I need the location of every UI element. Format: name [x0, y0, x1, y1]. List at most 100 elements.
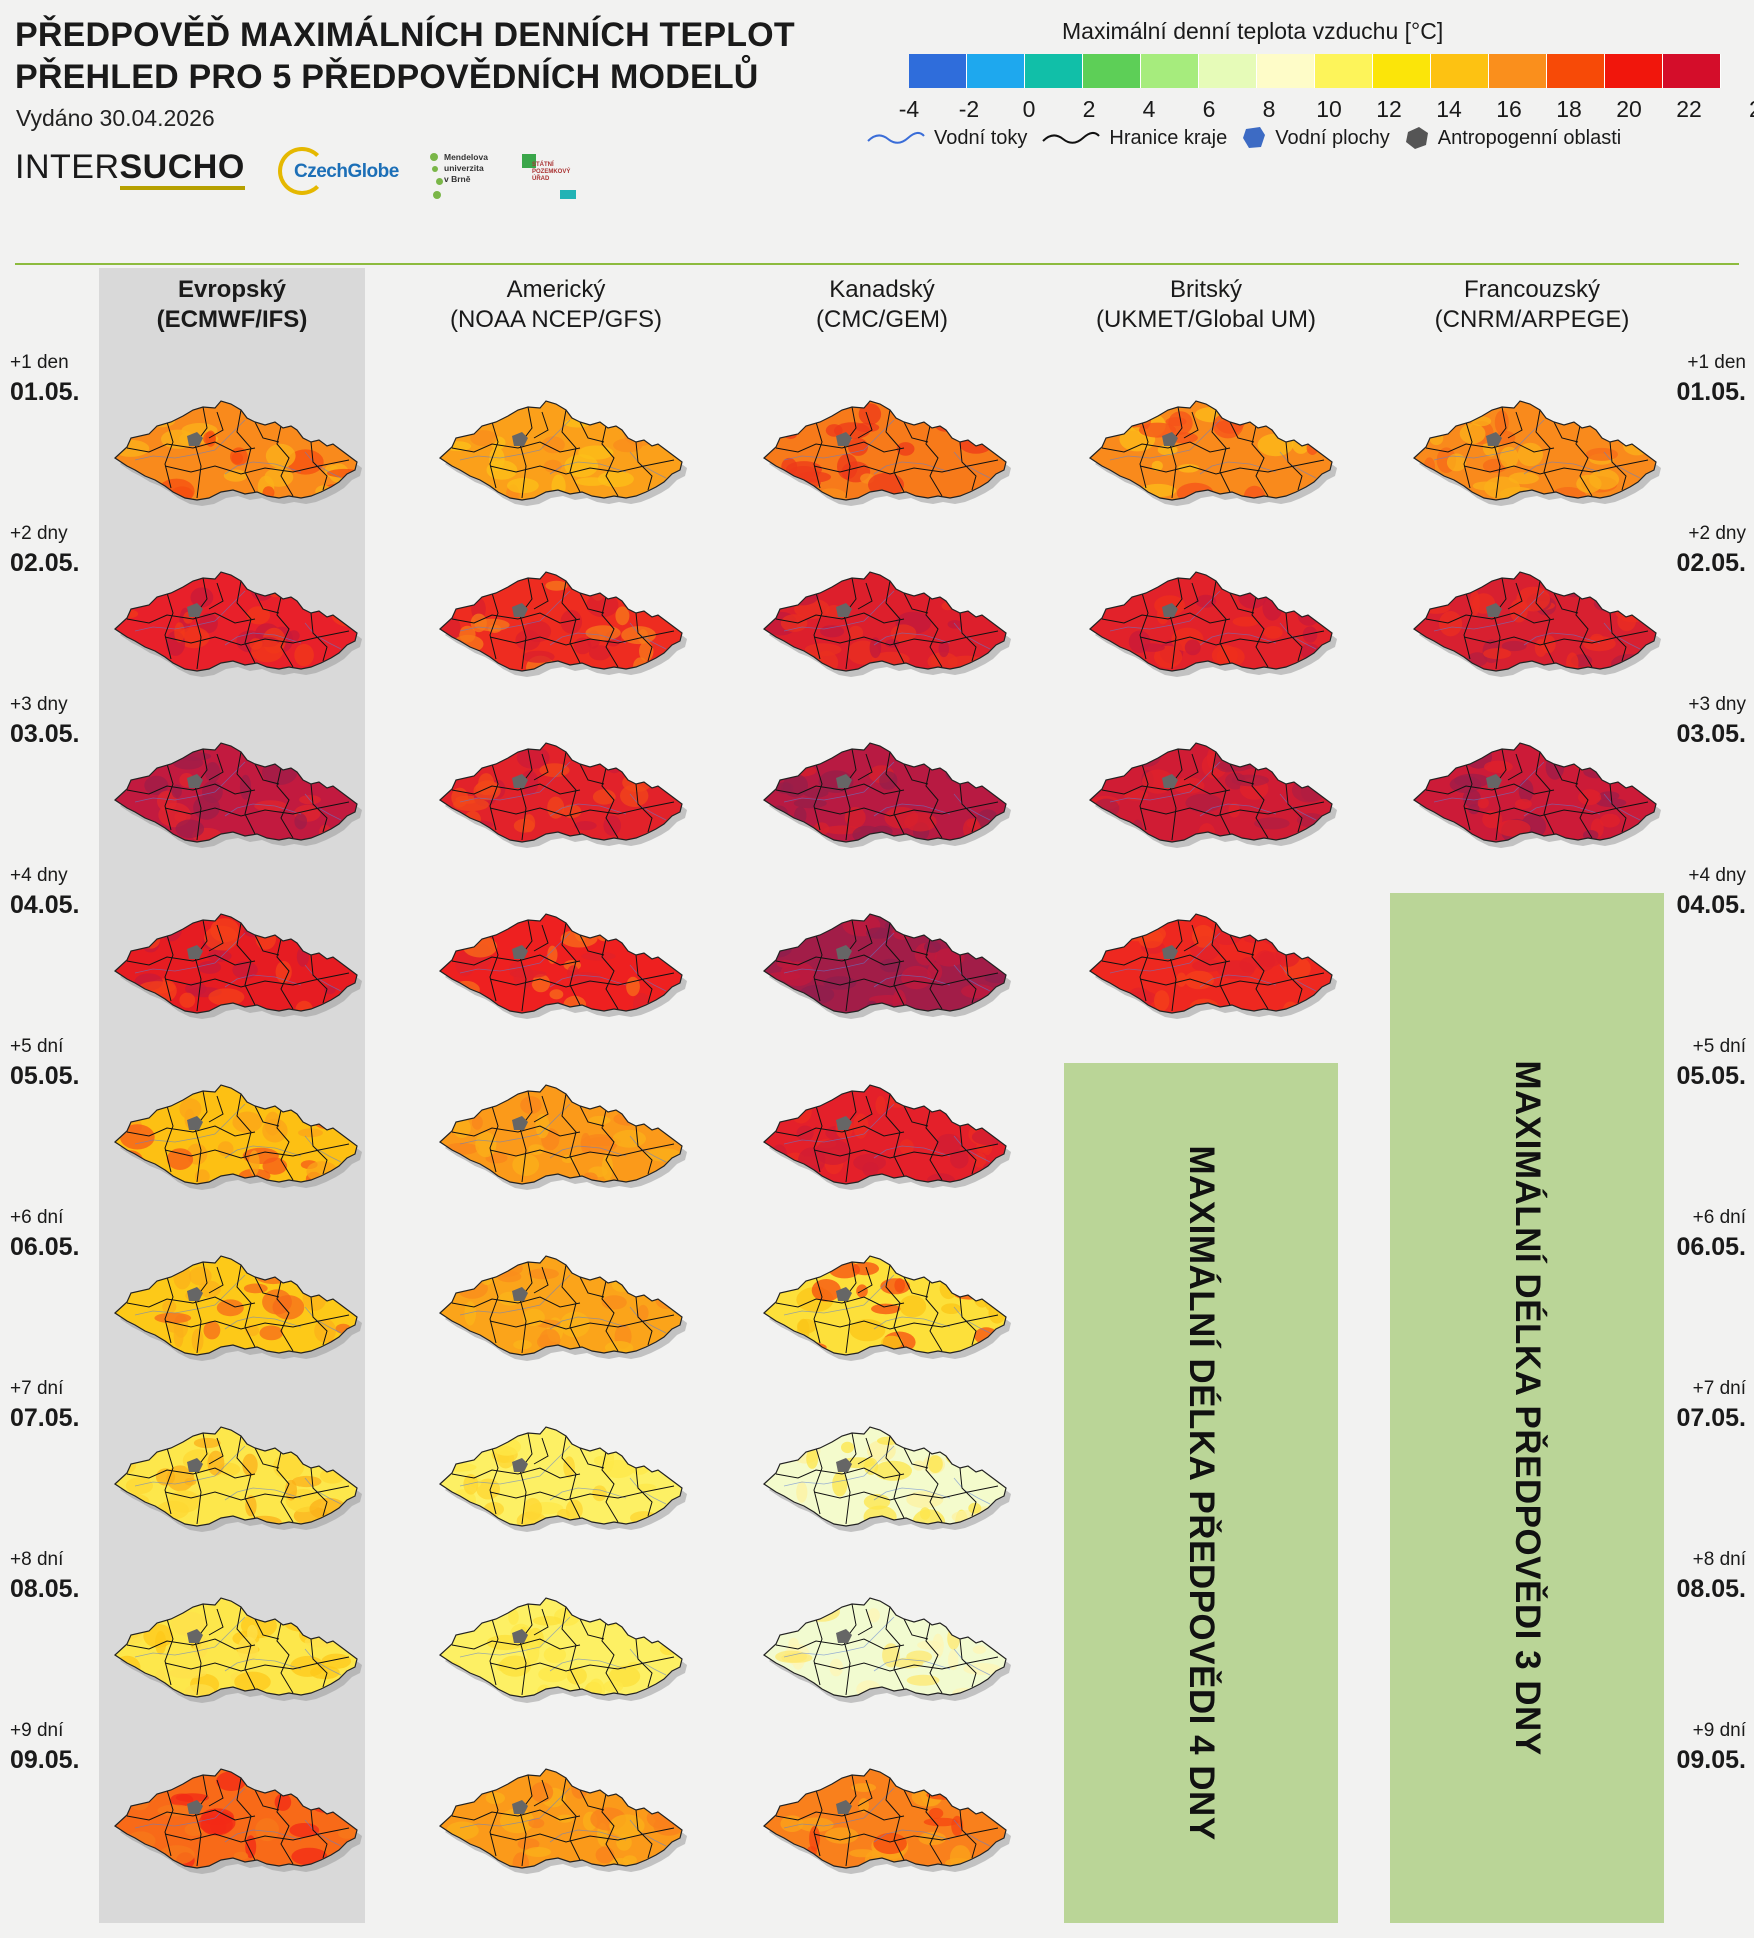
czechglobe-logo: CzechGlobe [278, 145, 413, 201]
forecast-map-ecmwf-day1 [105, 392, 365, 512]
day-offset: +1 den [10, 352, 69, 373]
czech-map-svg [439, 1597, 687, 1703]
czechglobe-text: CzechGlobe [294, 161, 399, 182]
forecast-map-gem-day5 [754, 1076, 1014, 1196]
forecast-map-gfs-day5 [430, 1076, 690, 1196]
czech-map-svg [1089, 913, 1337, 1019]
legend-tick: 8 [1262, 96, 1276, 122]
legend-tick: 16 [1496, 96, 1522, 122]
mendel-university-logo: Mendelova univerzita v Brně [428, 150, 508, 205]
forecast-map-arpege-day3 [1404, 734, 1664, 854]
legend-color-cell [1431, 54, 1489, 88]
day-date: 05.05. [10, 1062, 80, 1090]
day-date: 04.05. [1676, 891, 1746, 919]
czech-map-svg [1413, 742, 1661, 848]
day-offset: +2 dny [1688, 523, 1746, 544]
czech-map-svg [1089, 400, 1337, 506]
czech-map-svg [763, 1084, 1011, 1190]
day-label-left: +9 dní 09.05. [10, 1720, 80, 1775]
legend-tick: 2 [1082, 96, 1096, 122]
day-label-left: +4 dny 04.05. [10, 865, 80, 920]
forecast-map-gfs-day8 [430, 1589, 690, 1709]
day-date: 08.05. [1676, 1575, 1746, 1603]
forecast-map-ecmwf-day4 [105, 905, 365, 1025]
forecast-map-gfs-day2 [430, 563, 690, 683]
forecast-map-ukmet-day3 [1080, 734, 1340, 854]
legend-color-cell [1025, 54, 1083, 88]
forecast-map-gem-day1 [754, 392, 1014, 512]
legend-color-cell [909, 54, 967, 88]
day-date: 02.05. [10, 549, 80, 577]
forecast-map-gfs-day1 [430, 392, 690, 512]
arpege-unavailable-panel: MAXIMÁLNÍ DÉLKA PŘEDPOVĚDI 3 DNY [1390, 893, 1664, 1923]
model-code: (CMC/GEM) [816, 306, 948, 333]
legend-tick: -4 [898, 96, 920, 122]
spu-text: STÁTNÍ POZEMKOVÝ ÚŘAD [532, 162, 570, 183]
day-label-left: +1 den 01.05. [10, 352, 80, 407]
legend-tick: 2 [1749, 96, 1754, 123]
legend-color-cell [1141, 54, 1199, 88]
day-offset: +8 dní [1692, 1549, 1746, 1570]
ukmet-unavailable-panel: MAXIMÁLNÍ DÉLKA PŘEDPOVĚDI 4 DNY [1064, 1063, 1338, 1923]
day-date: 06.05. [1676, 1233, 1746, 1261]
intersucho-logo: INTERSUCHO [15, 148, 245, 190]
czech-map-svg [1089, 571, 1337, 677]
model-header: Francouzský (CNRM/ARPEGE) [1382, 275, 1682, 335]
ukmet-unavailable-text: MAXIMÁLNÍ DÉLKA PŘEDPOVĚDI 4 DNY [1182, 1145, 1221, 1841]
legend-tick: 22 [1676, 96, 1702, 122]
forecast-map-gfs-day3 [430, 734, 690, 854]
day-label-right: +1 den 01.05. [1676, 352, 1746, 407]
water-body-icon [1243, 127, 1266, 148]
urban-label: Antropogenní oblasti [1437, 126, 1622, 149]
day-offset: +6 dní [1692, 1207, 1746, 1228]
czech-map-svg [114, 400, 362, 506]
issue-date: Vydáno 30.04.2026 [16, 105, 215, 131]
legend-tick: 6 [1202, 96, 1216, 122]
model-header: Kanadský (CMC/GEM) [732, 275, 1032, 335]
czech-map-svg [763, 742, 1011, 848]
czech-map-svg [439, 1084, 687, 1190]
legend-color-cell [1373, 54, 1431, 88]
model-code: (CNRM/ARPEGE) [1434, 306, 1630, 333]
forecast-map-ukmet-day2 [1080, 563, 1340, 683]
day-offset: +8 dní [10, 1549, 64, 1570]
czech-map-svg [763, 571, 1011, 677]
forecast-map-ukmet-day1 [1080, 392, 1340, 512]
czech-map-svg [763, 400, 1011, 506]
model-header: Americký (NOAA NCEP/GFS) [406, 275, 706, 335]
legend-tick: -2 [958, 96, 980, 122]
header-divider [15, 263, 1739, 265]
czech-map-svg [114, 1768, 362, 1874]
forecast-map-gem-day9 [754, 1760, 1014, 1880]
forecast-map-gfs-day6 [430, 1247, 690, 1367]
mendel-line: univerzita [444, 163, 484, 173]
day-offset: +3 dny [1688, 694, 1746, 715]
legend-color-cell [967, 54, 1025, 88]
day-label-left: +2 dny 02.05. [10, 523, 80, 578]
day-date: 09.05. [10, 1746, 80, 1774]
mendel-dot-icon [436, 178, 443, 185]
mendel-dot-icon [432, 166, 438, 172]
legend-title: Maximální denní teplota vzduchu [°C] [1062, 18, 1444, 44]
day-offset: +5 dní [10, 1036, 64, 1057]
mendel-text: Mendelova univerzita v Brně [444, 152, 488, 185]
border-line-icon [1042, 132, 1101, 144]
day-offset: +4 dny [10, 865, 68, 886]
river-line-icon [867, 132, 925, 144]
day-offset: +4 dny [1688, 865, 1746, 886]
model-name: Evropský [177, 276, 287, 303]
czech-map-svg [114, 1084, 362, 1190]
day-offset: +7 dní [1692, 1378, 1746, 1399]
day-date: 08.05. [10, 1575, 80, 1603]
forecast-map-ecmwf-day6 [105, 1247, 365, 1367]
czech-map-svg [439, 571, 687, 677]
day-offset: +6 dní [10, 1207, 64, 1228]
day-label-left: +6 dní 06.05. [10, 1207, 80, 1262]
day-label-right: +7 dní 07.05. [1676, 1378, 1746, 1433]
legend-tick: 20 [1616, 96, 1642, 122]
forecast-map-ecmwf-day7 [105, 1418, 365, 1538]
model-code: (ECMWF/IFS) [156, 306, 308, 333]
day-date: 04.05. [10, 891, 80, 919]
day-offset: +2 dny [10, 523, 68, 544]
urban-area-icon [1405, 127, 1428, 149]
